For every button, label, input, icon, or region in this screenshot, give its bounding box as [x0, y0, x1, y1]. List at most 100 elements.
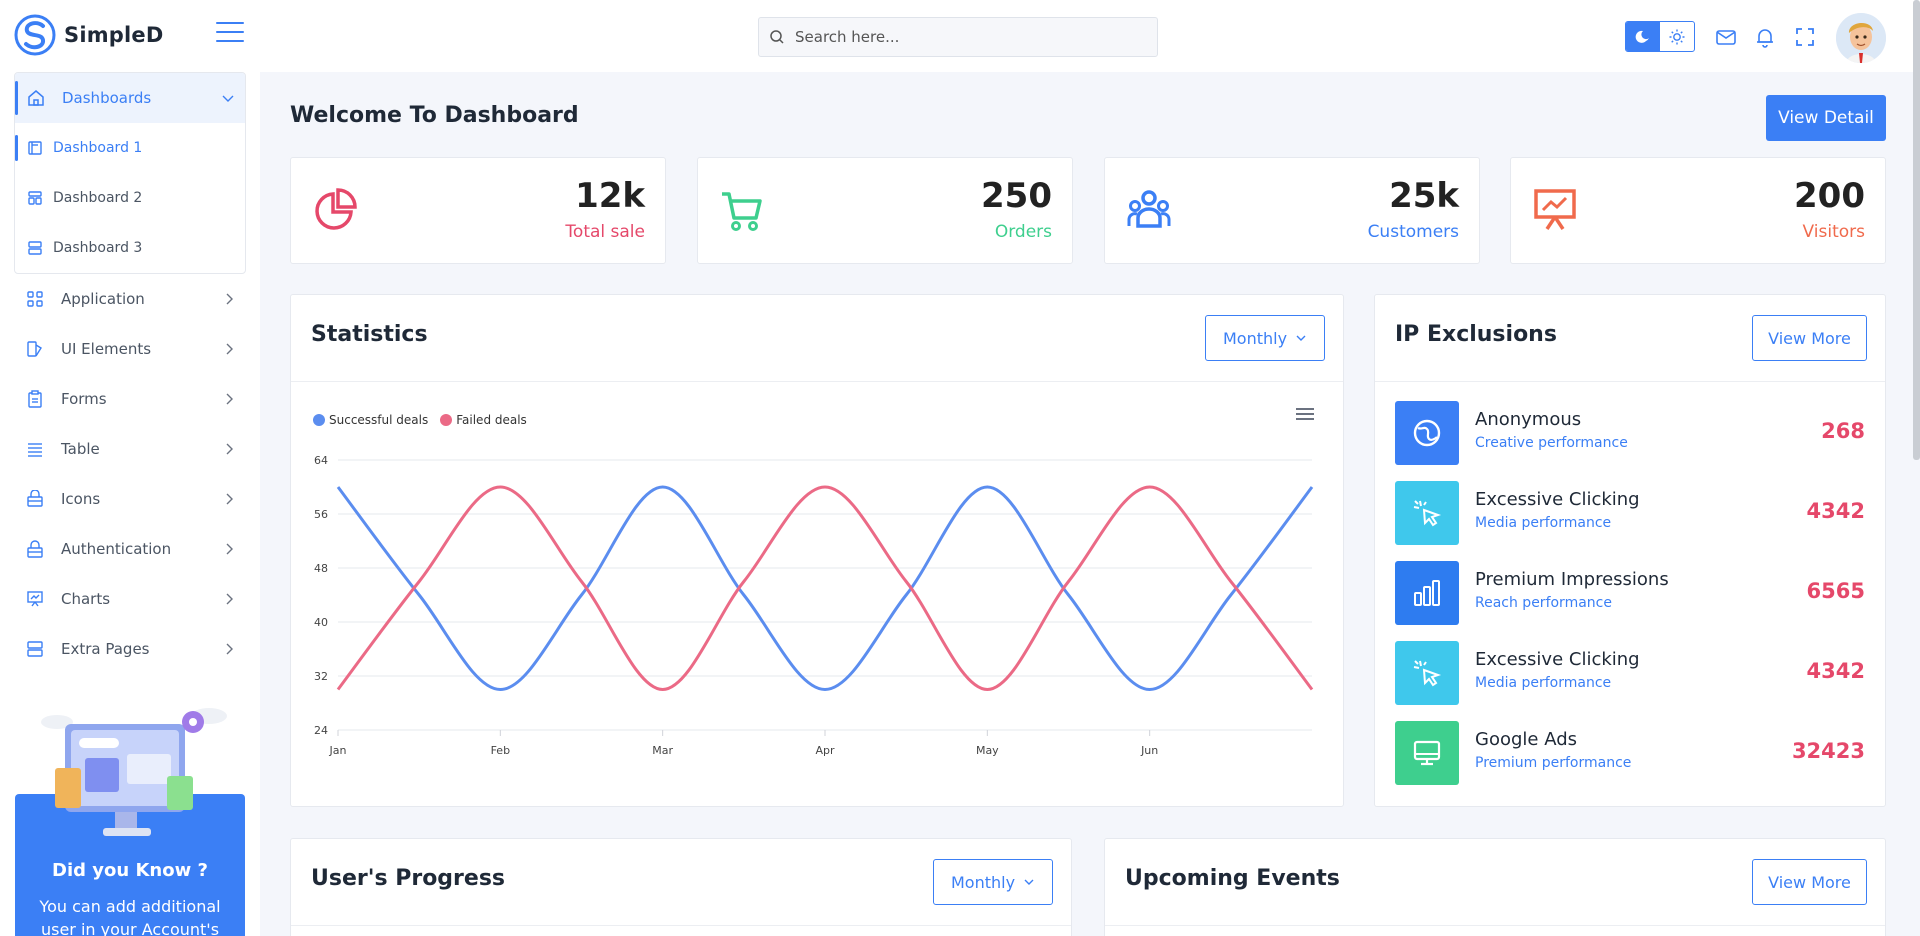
users-icon: [1127, 190, 1171, 228]
divider: [291, 925, 1071, 926]
stat-card-visitors: 200 Visitors: [1510, 157, 1886, 264]
moon-icon: [1635, 30, 1649, 43]
ip-exclusions-panel: IP Exclusions View More: [1374, 294, 1886, 807]
sidebar-item-dashboard-3[interactable]: Dashboard 3: [15, 223, 245, 273]
statistics-period-dropdown[interactable]: Monthly: [1205, 315, 1325, 361]
sidebar-item-dashboards[interactable]: Dashboards: [15, 73, 245, 123]
sidebar-item-application[interactable]: Application: [14, 274, 246, 324]
sidebar: Dashboards Dashboard 1 Dashboard 2 Dashb…: [0, 72, 260, 936]
cursor-click-icon: [1395, 641, 1459, 705]
ip-exclusions-title: IP Exclusions: [1395, 322, 1557, 347]
server-icon: [28, 241, 42, 255]
divider: [1105, 925, 1885, 926]
grid-icon: [27, 291, 43, 307]
events-view-more-button[interactable]: View More: [1752, 859, 1867, 905]
sidebar-item-label: Icons: [61, 490, 101, 508]
menu-toggle-button[interactable]: [216, 22, 244, 44]
divider: [1375, 381, 1885, 382]
ip-row[interactable]: Google Ads Premium performance 32423: [1395, 721, 1865, 787]
mail-icon[interactable]: [1715, 26, 1737, 48]
ip-name: Premium Impressions: [1475, 569, 1669, 590]
ip-value: 32423: [1791, 739, 1865, 763]
sidebar-item-charts[interactable]: Charts: [14, 574, 246, 624]
ip-name: Excessive Clicking: [1475, 649, 1640, 670]
statistics-panel: Statistics Monthly: [290, 294, 1344, 807]
ip-sub: Media performance: [1475, 515, 1612, 531]
ip-sub: Premium performance: [1475, 755, 1632, 771]
y-tick-label: 24: [314, 724, 328, 737]
progress-period-dropdown[interactable]: Monthly: [933, 859, 1053, 905]
search-box: [758, 17, 1158, 57]
bell-icon[interactable]: [1754, 26, 1776, 48]
chevron-right-icon: [226, 343, 233, 355]
button-label: View More: [1768, 328, 1851, 348]
sidebar-item-label: Extra Pages: [61, 640, 150, 658]
bar-chart-icon: [1395, 561, 1459, 625]
ip-sub: Creative performance: [1475, 435, 1628, 451]
logo-icon: [14, 14, 56, 56]
sidebar-item-authentication[interactable]: Authentication: [14, 524, 246, 574]
sun-icon: [1669, 29, 1685, 44]
sidebar-item-extra-pages[interactable]: Extra Pages: [14, 624, 246, 674]
home-icon: [28, 90, 44, 106]
chevron-right-icon: [226, 593, 233, 605]
ip-view-more-button[interactable]: View More: [1752, 315, 1867, 361]
legend-failed-deals[interactable]: Failed deals: [440, 413, 527, 427]
dashboards-group: Dashboards Dashboard 1 Dashboard 2 Dashb…: [14, 72, 246, 274]
ip-sub: Reach performance: [1475, 595, 1612, 611]
stat-value: 25k: [1389, 176, 1459, 216]
dark-mode-toggle[interactable]: [1626, 22, 1660, 51]
legend-successful-deals[interactable]: Successful deals: [313, 413, 428, 427]
divider: [291, 381, 1343, 382]
chart-menu-button[interactable]: [1296, 408, 1314, 422]
chevron-right-icon: [226, 493, 233, 505]
x-tick-label: May: [976, 744, 999, 757]
ip-row[interactable]: Excessive Clicking Media performance 434…: [1395, 641, 1865, 707]
sidebar-item-forms[interactable]: Forms: [14, 374, 246, 424]
ip-name: Google Ads: [1475, 729, 1577, 750]
sidebar-item-label: Forms: [61, 390, 107, 408]
stat-label: Total sale: [565, 222, 645, 242]
cursor-click-icon: [1395, 481, 1459, 545]
layout-icon: [28, 191, 42, 205]
y-tick-label: 40: [314, 616, 328, 629]
chevron-down-icon: [1296, 335, 1306, 341]
x-tick-label: Jan: [329, 744, 347, 757]
sidebar-item-label: Authentication: [61, 540, 172, 558]
lock-icon: [27, 540, 43, 558]
sidebar-item-dashboard-2[interactable]: Dashboard 2: [15, 173, 245, 223]
user-avatar[interactable]: [1836, 13, 1886, 63]
sidebar-item-table[interactable]: Table: [14, 424, 246, 474]
shopping-cart-icon: [722, 192, 762, 231]
sidebar-item-dashboard-1[interactable]: Dashboard 1: [15, 123, 245, 173]
ip-row[interactable]: Premium Impressions Reach performance 65…: [1395, 561, 1865, 627]
stat-value: 12k: [575, 176, 645, 216]
view-detail-button[interactable]: View Detail: [1766, 95, 1886, 141]
stat-value: 200: [1794, 176, 1865, 216]
fullscreen-icon[interactable]: [1794, 26, 1816, 48]
server-icon: [27, 641, 43, 657]
ip-row[interactable]: Anonymous Creative performance 268: [1395, 401, 1865, 467]
globe-icon: [1395, 401, 1459, 465]
sidebar-item-label: Dashboard 2: [53, 190, 143, 206]
upcoming-events-title: Upcoming Events: [1125, 866, 1340, 891]
ip-value: 6565: [1806, 579, 1865, 603]
sidebar-item-icons[interactable]: Icons: [14, 474, 246, 524]
light-mode-toggle[interactable]: [1660, 22, 1694, 51]
x-tick-label: Mar: [652, 744, 673, 757]
page-scrollbar[interactable]: [1913, 0, 1920, 460]
ip-row[interactable]: Excessive Clicking Media performance 434…: [1395, 481, 1865, 547]
users-progress-title: User's Progress: [311, 866, 506, 891]
package-icon: [27, 490, 43, 507]
sidebar-item-ui-elements[interactable]: UI Elements: [14, 324, 246, 374]
chevron-right-icon: [226, 443, 233, 455]
users-progress-panel: User's Progress Monthly: [290, 838, 1072, 936]
legend-dot: [440, 414, 453, 426]
search-input[interactable]: [785, 18, 1145, 56]
y-tick-label: 48: [314, 562, 328, 575]
chart-legend: Successful deals Failed deals: [313, 413, 527, 427]
brand[interactable]: SimpleD: [14, 14, 164, 56]
sidebar-item-label: Application: [61, 290, 145, 308]
sidebar-item-label: Dashboard 3: [53, 240, 143, 256]
ip-value: 4342: [1806, 659, 1865, 683]
